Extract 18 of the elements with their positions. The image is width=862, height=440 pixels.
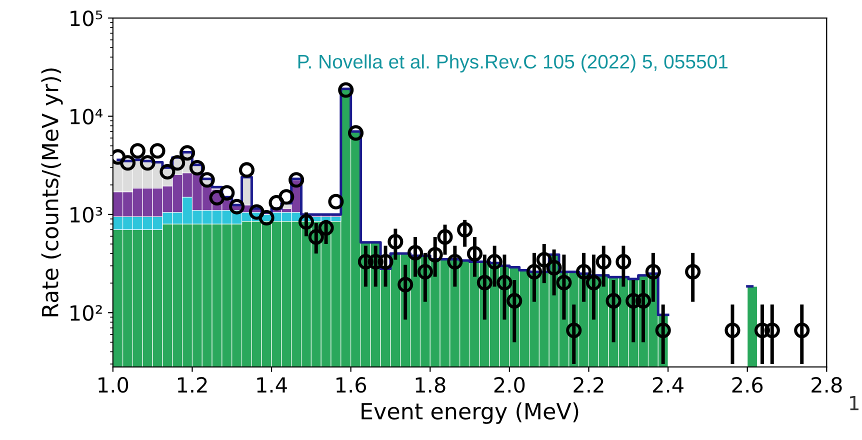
x-tick-label: 2.8 [812,377,842,393]
x-tick-label: 1.4 [257,377,287,393]
x-tick-label: 1.2 [178,377,207,393]
x-tick-label: 2.2 [574,377,604,393]
x-tick-label: 1.8 [416,377,446,393]
x-tick-label: 1.0 [98,377,128,393]
annotation: P. Novella et al. Phys.Rev.C 105 (2022) 5, 055501 [298,54,728,72]
x-tick-label: 2.6 [732,377,763,393]
x-tick-label: 1.6 [336,377,366,393]
y-tick-label: 10⁴ [70,108,103,124]
x-tick-label: 2.0 [494,377,525,393]
y-tick-label: 10⁵ [70,10,102,26]
text: 1 [850,396,858,410]
y-tick-label: 10² [70,305,102,321]
x-tick-label: 2.4 [653,377,684,393]
x-axis-title: Event energy (MeV) [362,402,578,424]
y-axis-title: Rate (counts/(MeV yr)) [41,68,63,316]
y-tick-label: 10³ [70,206,102,223]
